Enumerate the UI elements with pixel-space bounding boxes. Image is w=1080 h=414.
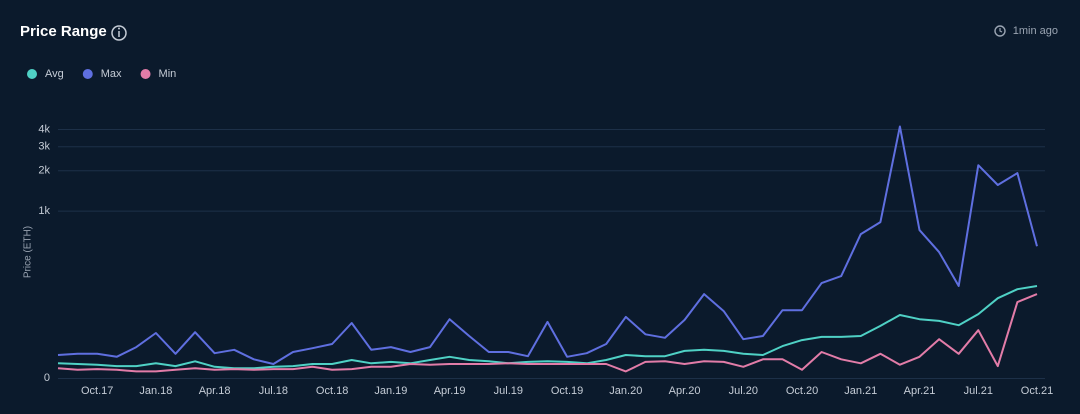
x-tick-label: Jan.21 bbox=[844, 385, 877, 397]
x-tick-label: Oct.20 bbox=[786, 385, 818, 397]
clock-icon bbox=[994, 25, 1006, 37]
series-line bbox=[57, 125, 1038, 365]
updated-time: 1min ago bbox=[1013, 25, 1058, 37]
info-icon[interactable] bbox=[111, 25, 127, 41]
x-tick-label: Apr.20 bbox=[669, 385, 701, 397]
legend-label: Max bbox=[101, 68, 122, 80]
y-tick-label: 2k bbox=[38, 165, 50, 177]
x-tick-label: Jul.20 bbox=[729, 385, 758, 397]
x-tick-label: Jan.20 bbox=[609, 385, 642, 397]
x-tick-label: Jul.18 bbox=[259, 385, 288, 397]
series-line bbox=[57, 293, 1038, 373]
x-tick-label: Oct.19 bbox=[551, 385, 583, 397]
legend-swatch bbox=[27, 69, 37, 79]
series-line bbox=[57, 285, 1038, 370]
y-tick-label: 1k bbox=[38, 205, 50, 217]
y-axis-label: Price (ETH) bbox=[23, 226, 34, 278]
legend-label: Min bbox=[159, 68, 177, 80]
x-tick-label: Oct.21 bbox=[1021, 385, 1053, 397]
x-tick-label: Oct.17 bbox=[81, 385, 113, 397]
x-tick-label: Apr.21 bbox=[904, 385, 936, 397]
y-tick-label: 3k bbox=[38, 141, 50, 153]
y-tick-label: 4k bbox=[38, 123, 50, 135]
legend-swatch bbox=[140, 69, 151, 79]
x-tick-label: Apr.19 bbox=[434, 385, 466, 397]
x-tick-label: Oct.18 bbox=[316, 385, 348, 397]
legend-label: Avg bbox=[45, 68, 64, 80]
x-tick-label: Apr.18 bbox=[199, 385, 231, 397]
y-tick-label: 0 bbox=[44, 372, 50, 384]
legend-swatch bbox=[82, 69, 93, 79]
chart-title: Price Range bbox=[20, 23, 107, 40]
x-tick-label: Jan.19 bbox=[374, 385, 407, 397]
x-tick-label: Jul.21 bbox=[964, 385, 993, 397]
x-tick-label: Jan.18 bbox=[139, 385, 172, 397]
x-tick-label: Jul.19 bbox=[494, 385, 523, 397]
